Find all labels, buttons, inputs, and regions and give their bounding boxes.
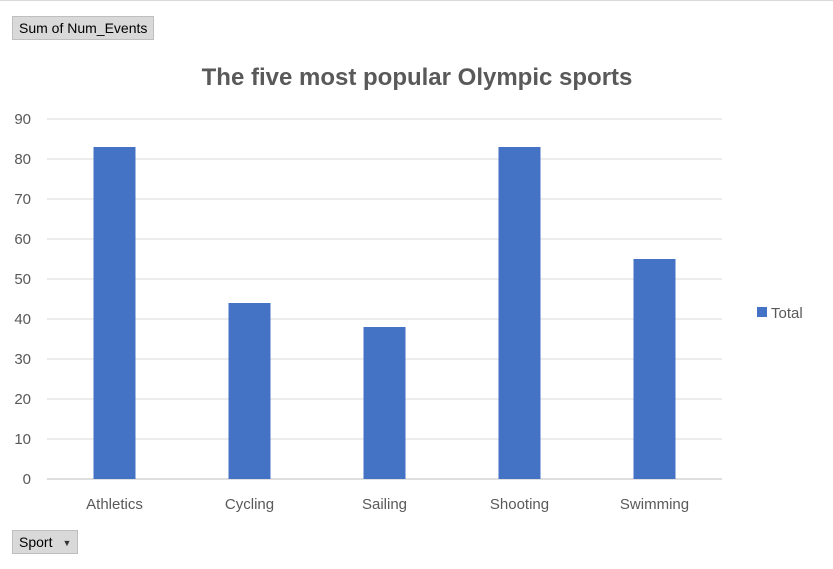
x-tick-label-shooting: Shooting — [490, 496, 549, 513]
axis-field-button[interactable]: Sport ▼ — [12, 530, 79, 554]
y-axis-ticks: 0 10 20 30 40 50 60 70 80 90 — [14, 111, 31, 488]
value-field-button[interactable]: Sum of Num_Events — [12, 16, 155, 40]
y-tick-label: 10 — [14, 431, 31, 448]
y-tick-label: 40 — [14, 311, 31, 328]
legend-swatch — [757, 307, 767, 317]
x-tick-label-cycling: Cycling — [225, 496, 274, 513]
y-tick-label: 20 — [14, 391, 31, 408]
dropdown-arrow-icon: ▼ — [62, 538, 72, 549]
y-tick-label: 90 — [14, 111, 31, 128]
y-tick-label: 50 — [14, 271, 31, 288]
top-border — [0, 0, 833, 1]
bar-sailing — [363, 327, 406, 479]
bar-shooting — [498, 147, 541, 479]
y-tick-label: 60 — [14, 231, 31, 248]
y-tick-label: 80 — [14, 151, 31, 168]
y-tick-label: 0 — [23, 471, 31, 488]
bar-cycling — [228, 303, 271, 479]
y-tick-label: 70 — [14, 191, 31, 208]
bar-swimming — [633, 259, 676, 479]
x-tick-label-sailing: Sailing — [362, 496, 407, 513]
legend-label-total: Total — [771, 305, 803, 322]
bars — [93, 147, 676, 479]
x-axis-ticks: Athletics Cycling Sailing Shooting Swimming — [86, 496, 689, 513]
bar-athletics — [93, 147, 136, 479]
legend: Total — [757, 305, 803, 322]
chart-title: The five most popular Olympic sports — [202, 64, 633, 91]
y-tick-label: 30 — [14, 351, 31, 368]
gridlines — [47, 118, 722, 480]
x-tick-label-athletics: Athletics — [86, 496, 143, 513]
axis-field-label: Sport — [19, 534, 53, 550]
x-tick-label-swimming: Swimming — [620, 496, 689, 513]
